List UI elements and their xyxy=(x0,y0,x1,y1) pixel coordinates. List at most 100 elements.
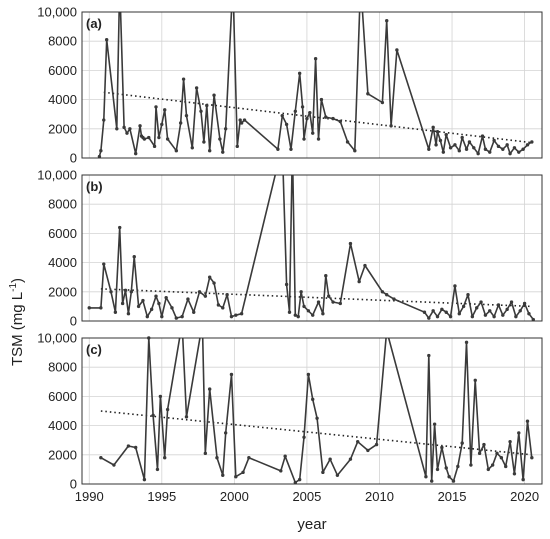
data-point xyxy=(302,304,306,309)
data-point xyxy=(155,467,160,472)
data-point xyxy=(488,150,492,154)
series-line xyxy=(89,175,534,320)
data-point xyxy=(99,149,103,153)
data-point xyxy=(380,100,385,105)
panel-a: 0 2000 4000 6000 8000 10,000 (a) xyxy=(37,5,543,166)
data-point xyxy=(457,149,461,153)
data-point xyxy=(223,127,228,131)
y-axis-label-superscript: -1 xyxy=(8,283,19,292)
data-point xyxy=(385,293,389,297)
data-point xyxy=(422,310,427,314)
data-point xyxy=(531,317,535,322)
data-point xyxy=(321,312,325,316)
data-point xyxy=(461,304,466,309)
data-point xyxy=(165,407,170,412)
data-point xyxy=(109,290,113,294)
data-point xyxy=(319,97,324,102)
data-point xyxy=(302,435,306,439)
data-point xyxy=(466,293,470,297)
data-point xyxy=(427,316,431,320)
data-point xyxy=(495,451,499,456)
data-point xyxy=(431,309,435,313)
y-axis-label: TSM (mg L-1) xyxy=(8,278,26,366)
data-point xyxy=(87,306,91,310)
data-point xyxy=(276,147,280,151)
data-point xyxy=(338,301,342,306)
data-point xyxy=(488,309,492,313)
data-point xyxy=(289,147,293,151)
data-point xyxy=(374,442,379,447)
data-point xyxy=(158,394,163,399)
data-point xyxy=(302,137,306,141)
panel-label: (b) xyxy=(86,179,103,194)
data-point xyxy=(157,301,161,306)
x-tick-label: 1995 xyxy=(147,489,176,504)
data-point xyxy=(345,140,350,144)
data-point xyxy=(229,372,234,377)
data-point xyxy=(154,105,158,109)
data-point xyxy=(212,93,216,97)
data-point xyxy=(467,140,472,144)
data-point xyxy=(326,294,331,298)
data-point xyxy=(212,281,216,285)
data-point xyxy=(203,451,208,456)
data-point xyxy=(389,124,393,128)
data-point xyxy=(472,146,476,150)
data-point xyxy=(311,313,315,317)
data-point xyxy=(470,314,475,319)
data-point xyxy=(190,146,194,150)
y-tick-label: 4000 xyxy=(48,418,77,433)
x-tick-label: 2015 xyxy=(438,489,467,504)
x-tick-label: 2010 xyxy=(365,489,394,504)
data-point xyxy=(120,301,125,306)
data-point xyxy=(508,439,512,444)
data-point xyxy=(128,127,132,131)
data-point xyxy=(521,147,525,151)
data-point xyxy=(521,477,525,482)
data-point xyxy=(207,149,212,153)
data-point xyxy=(508,151,512,156)
data-point xyxy=(448,146,453,150)
data-point xyxy=(482,442,486,447)
data-point xyxy=(460,135,464,140)
data-point xyxy=(207,387,212,391)
data-point xyxy=(464,340,469,345)
data-point xyxy=(331,116,335,121)
data-point xyxy=(126,312,131,316)
data-point xyxy=(447,475,451,479)
data-point xyxy=(453,143,457,147)
data-point xyxy=(448,314,453,319)
data-point xyxy=(509,300,514,304)
data-point xyxy=(504,464,508,469)
data-point xyxy=(184,415,189,419)
data-point xyxy=(125,131,129,135)
data-point xyxy=(430,479,434,483)
data-point xyxy=(225,293,229,297)
data-point xyxy=(331,300,335,304)
data-point xyxy=(306,309,311,313)
data-point xyxy=(395,48,399,52)
data-point xyxy=(363,263,367,268)
x-tick-label: 2000 xyxy=(220,489,249,504)
data-point xyxy=(380,290,385,294)
y-tick-label: 10,000 xyxy=(37,5,77,20)
data-point xyxy=(163,108,167,112)
data-point xyxy=(392,297,396,301)
data-point xyxy=(501,147,505,151)
data-point xyxy=(473,378,477,383)
data-point xyxy=(235,144,239,149)
y-tick-label: 2000 xyxy=(48,284,77,299)
data-point xyxy=(530,140,534,144)
data-point xyxy=(477,451,482,456)
data-point xyxy=(221,473,225,477)
data-point xyxy=(512,472,517,476)
data-point xyxy=(215,456,219,460)
data-point xyxy=(527,312,531,316)
panel-b: 0 2000 4000 6000 8000 10,000 (b) xyxy=(37,168,543,329)
data-point xyxy=(192,310,196,314)
data-point xyxy=(518,309,522,313)
data-point xyxy=(483,147,488,151)
data-point xyxy=(453,284,457,288)
data-point xyxy=(366,92,370,96)
